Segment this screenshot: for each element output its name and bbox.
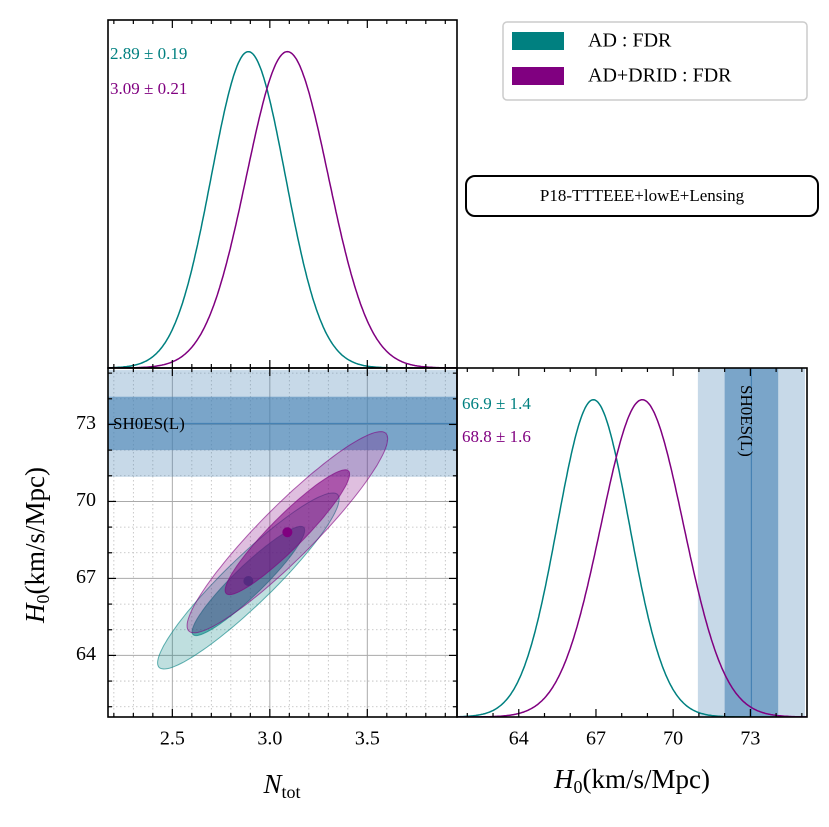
axis-label-sub: 0: [574, 777, 583, 797]
axis-label-main: H: [20, 602, 50, 624]
x-tick-label: 2.5: [160, 728, 185, 750]
y-tick-label: 73: [76, 412, 96, 434]
posterior-curve: [108, 50, 457, 368]
stat-label: 68.8 ± 1.6: [462, 427, 531, 446]
ntot-panel: [108, 50, 457, 368]
legend-label: AD+DRID : FDR: [588, 65, 732, 87]
x-tick-label: 64: [509, 728, 529, 750]
axis-label-sub: 0: [33, 595, 53, 604]
x-tick-label: 73: [740, 728, 760, 750]
y-tick-label: 70: [76, 489, 96, 511]
axis-label-unit: (km/s/Mpc): [20, 467, 50, 595]
axis-label-main: H: [553, 764, 575, 794]
posterior-curve: [457, 398, 807, 717]
posterior-curve: [108, 50, 457, 368]
stat-label: 2.89 ± 0.19: [110, 44, 187, 63]
mean-point: [282, 527, 293, 538]
x-tick-label: 3.0: [257, 728, 282, 750]
legend-swatch: [512, 67, 564, 85]
axis-label: H0(km/s/Mpc): [553, 764, 710, 797]
x-tick-label: 67: [586, 728, 606, 750]
reference-label: SH0ES(L): [113, 414, 185, 433]
joint-panel: [108, 368, 457, 717]
stat-label: 66.9 ± 1.4: [462, 394, 531, 413]
axis-label-main: N: [262, 769, 283, 799]
panel-frame: [456, 367, 808, 718]
axis-label: H0(km/s/Mpc): [20, 467, 53, 624]
y-tick-label: 64: [76, 643, 96, 665]
x-tick-label: 3.5: [355, 728, 380, 750]
legend-label: AD : FDR: [588, 30, 672, 52]
posterior-curve: [457, 398, 807, 717]
reference-label: SH0ES(L): [737, 385, 756, 457]
legend-box: [502, 21, 808, 101]
plot-layer: 2.89 ± 0.19 66.9 ± 1.4 AD : FDR 3.09 ± 0.21…: [20, 19, 819, 802]
annotation: P18-TTTEEE+lowE+Lensing: [540, 186, 745, 205]
axis-label-sub: tot: [282, 782, 301, 802]
legend-swatch: [512, 32, 564, 50]
h0-panel: [457, 368, 807, 717]
panel-frame: [107, 19, 458, 369]
axis-label-unit: (km/s/Mpc): [583, 764, 711, 794]
annotation-box: [465, 175, 819, 217]
stat-label: 3.09 ± 0.21: [110, 79, 187, 98]
axis-label: Ntot: [262, 769, 300, 802]
x-tick-label: 70: [663, 728, 683, 750]
y-tick-label: 67: [76, 566, 96, 588]
